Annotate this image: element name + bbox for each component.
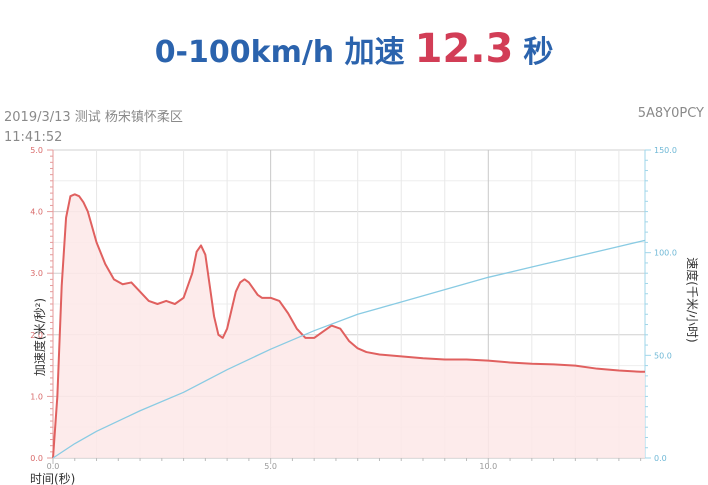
x-tick-label: 5.0 xyxy=(264,462,277,471)
right-tick-label: 100.0 xyxy=(654,249,677,258)
chart-headline: 0-100km/h 加速 12.3 秒 xyxy=(0,26,708,72)
left-tick-label: 3.0 xyxy=(30,269,43,278)
right-tick-label: 0.0 xyxy=(654,454,667,463)
right-tick-label: 50.0 xyxy=(654,351,672,360)
acceleration-series-line xyxy=(52,193,645,459)
headline-title-prefix: 0-100km/h 加速 xyxy=(154,35,405,70)
test-time: 11:41:52 xyxy=(4,130,63,145)
y2-axis-label: 速度(千米/小时) xyxy=(685,257,700,342)
x-axis: 0.0 5.0 10.0 xyxy=(47,457,645,471)
left-tick-label: 5.0 xyxy=(30,146,43,155)
x-axis-label: 时间(秒) xyxy=(30,472,75,485)
left-y-axis: 0.0 1.0 2.0 3.0 4.0 5.0 xyxy=(30,146,54,463)
y-axis-label: 加速度(米/秒²) xyxy=(32,298,47,376)
test-code: 5A8Y0PCY xyxy=(637,106,704,121)
headline-result-value: 12.3 xyxy=(414,26,514,72)
left-tick-label: 2.0 xyxy=(30,331,43,340)
acceleration-area xyxy=(53,194,645,458)
x-tick-label: 0.0 xyxy=(47,462,60,471)
speed-series-line xyxy=(52,239,646,459)
left-tick-label: 0.0 xyxy=(30,454,43,463)
left-tick-label: 1.0 xyxy=(30,392,43,401)
right-y-axis: 0.0 50.0 100.0 150.0 xyxy=(644,146,677,463)
left-tick-label: 4.0 xyxy=(30,208,43,217)
right-tick-label: 150.0 xyxy=(654,146,677,155)
headline-result-unit: 秒 xyxy=(523,35,554,70)
test-date-location: 2019/3/13 测试 杨宋镇怀柔区 xyxy=(4,110,183,125)
series-layer xyxy=(52,193,646,459)
x-tick-label: 10.0 xyxy=(479,462,497,471)
acceleration-speed-chart: 0.0 1.0 2.0 3.0 4.0 5.0 0.0 50.0 100.0 150.0 0.0… xyxy=(30,146,700,485)
